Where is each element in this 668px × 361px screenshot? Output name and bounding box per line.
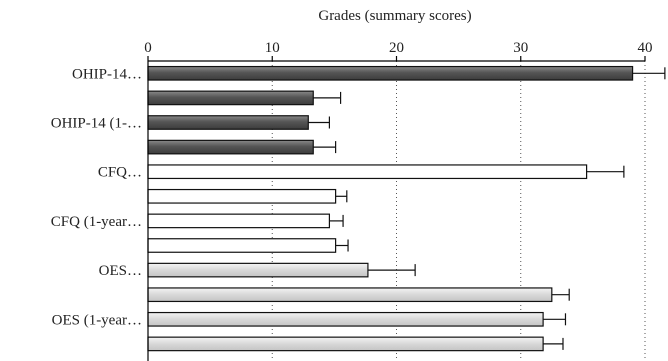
bar: [147, 115, 309, 130]
bar: [147, 287, 553, 303]
x-tick-label: 20: [389, 40, 404, 56]
bar: [147, 65, 634, 81]
bar: [147, 238, 337, 253]
x-tick-label: 0: [144, 40, 152, 56]
category-label: OES (1-year…: [52, 312, 142, 328]
category-labels: OHIP-14… OHIP-14 (1-… CFQ… CFQ (1-year… OES……: [51, 66, 142, 328]
bar: [147, 262, 369, 278]
x-tick-label: 10: [265, 40, 280, 56]
category-label: CFQ…: [98, 165, 142, 181]
x-tick-label: 30: [513, 40, 528, 56]
bar: [147, 336, 544, 352]
bar: [147, 139, 314, 155]
category-label: OES…: [99, 263, 142, 279]
bar: [147, 213, 331, 229]
x-axis-title: Grades (summary scores): [318, 8, 471, 24]
bar: [147, 311, 544, 327]
bar: [147, 164, 588, 180]
bars: [147, 65, 634, 352]
x-tick-label: 40: [638, 40, 653, 56]
category-label: OHIP-14 (1-…: [51, 116, 142, 132]
x-axis-ticks: 0 10 20 30 40: [144, 40, 653, 61]
category-label: OHIP-14…: [72, 66, 142, 82]
bar: [147, 90, 314, 106]
bar: [147, 188, 337, 204]
category-label: CFQ (1-year…: [51, 214, 142, 230]
error-bars: [308, 67, 666, 350]
